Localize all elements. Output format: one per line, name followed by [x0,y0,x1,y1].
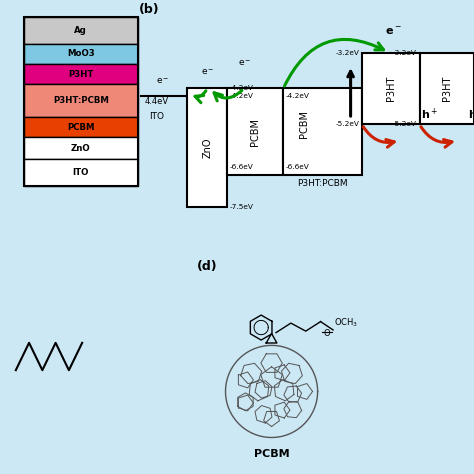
Bar [419,53,474,124]
Bar [24,137,138,159]
Text: -4.2eV: -4.2eV [229,93,253,99]
FancyArrowPatch shape [284,39,383,86]
Bar [24,17,138,186]
Text: ZnO: ZnO [71,144,91,153]
Text: OCH$_3$: OCH$_3$ [334,317,358,329]
Text: P3HT:PCBM: P3HT:PCBM [297,179,348,188]
Text: P3HT:PCBM: P3HT:PCBM [53,96,109,105]
Text: e$^-$: e$^-$ [201,67,215,77]
Bar [24,44,138,64]
Text: PCBM: PCBM [299,110,309,138]
FancyArrowPatch shape [421,127,452,147]
Text: (b): (b) [139,3,160,16]
Bar [24,84,138,118]
Text: 4.4eV: 4.4eV [145,97,169,106]
Bar [187,89,227,207]
Text: PCBM: PCBM [250,118,260,146]
Text: P3HT: P3HT [386,76,396,101]
Text: MoO3: MoO3 [67,49,95,58]
Text: ITO: ITO [149,112,164,121]
Text: P3HT: P3HT [68,70,93,79]
Text: e$^-$: e$^-$ [156,76,170,86]
Text: ZnO: ZnO [202,137,212,158]
Bar [24,17,138,44]
Bar [24,159,138,186]
Text: O: O [324,328,330,337]
Text: -6.6eV: -6.6eV [285,164,310,170]
Bar [227,89,283,174]
Text: ITO: ITO [73,168,89,177]
Text: PCBM: PCBM [67,123,95,132]
Text: PCBM: PCBM [254,449,289,459]
Bar [24,118,138,137]
Text: Ag: Ag [74,26,87,35]
Text: -4.2eV: -4.2eV [229,85,253,91]
Text: e$^-$: e$^-$ [238,59,252,68]
Bar [283,89,362,174]
Text: -4.2eV: -4.2eV [285,93,310,99]
Text: (d): (d) [197,260,218,273]
FancyArrowPatch shape [363,127,394,147]
Text: -5.2eV: -5.2eV [336,121,359,128]
Bar [24,64,138,84]
Text: -5.2eV: -5.2eV [393,121,417,128]
Text: -3.2eV: -3.2eV [336,50,359,55]
Text: h$^+$: h$^+$ [421,107,438,122]
Bar [362,53,419,124]
FancyArrowPatch shape [214,91,242,101]
Text: e$^-$: e$^-$ [385,26,402,37]
Text: -6.6eV: -6.6eV [229,164,253,170]
Text: P3HT: P3HT [442,76,452,101]
Text: h$^+$: h$^+$ [467,107,474,122]
Text: -3.2eV: -3.2eV [393,50,417,55]
Text: -7.5eV: -7.5eV [229,204,253,210]
FancyArrowPatch shape [195,91,206,103]
